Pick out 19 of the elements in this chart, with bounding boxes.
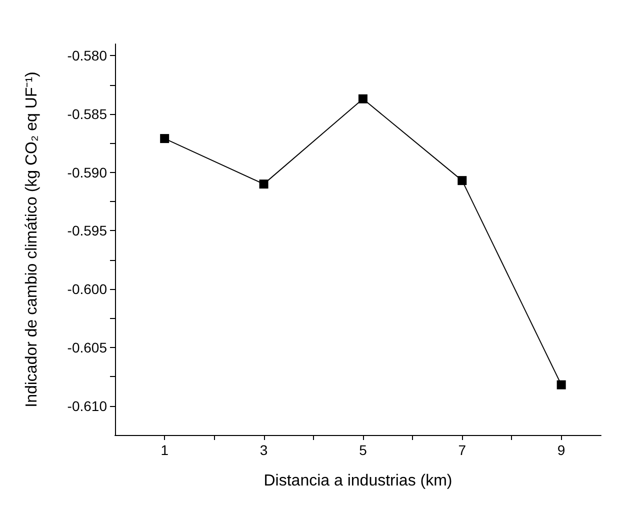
point xyxy=(458,176,467,186)
x-tick-label: 7 xyxy=(458,442,466,458)
x-tick-label: 9 xyxy=(557,442,566,458)
point xyxy=(358,94,368,104)
point xyxy=(556,380,566,390)
x-tick-label: 1 xyxy=(160,442,169,458)
y-tick-label: -0.585 xyxy=(67,106,108,122)
y-tick-label: -0.595 xyxy=(67,222,108,239)
point xyxy=(160,134,170,144)
y-tick-label: -0.600 xyxy=(67,281,108,298)
x-tick-label: 5 xyxy=(359,442,368,458)
x-axis-title: Distancia a industrias (km) xyxy=(264,472,452,490)
y-tick-label: -0.580 xyxy=(67,48,108,64)
point xyxy=(259,180,268,189)
y-tick-label: -0.610 xyxy=(67,398,108,414)
x-tick-label: 3 xyxy=(260,442,268,458)
y-axis-title: Indicador de cambio climático (kg CO₂ eq UF⁻¹) xyxy=(24,72,40,408)
y-tick-label: -0.590 xyxy=(67,164,108,180)
y-tick-label: -0.605 xyxy=(67,339,108,356)
